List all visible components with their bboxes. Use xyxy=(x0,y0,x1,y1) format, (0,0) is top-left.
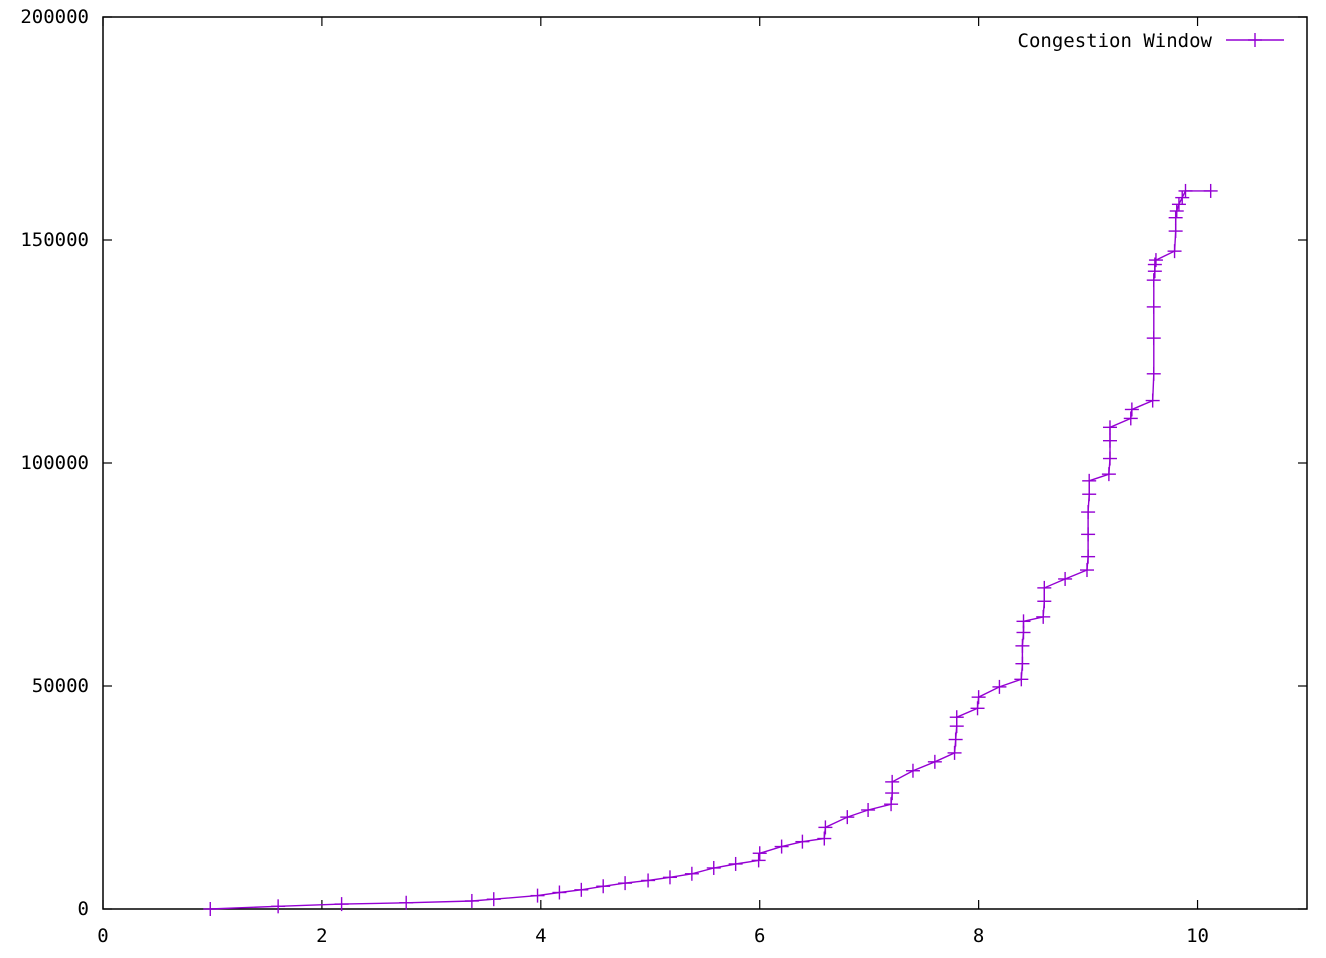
data-point xyxy=(774,839,789,854)
data-point xyxy=(1015,638,1030,653)
data-point xyxy=(752,846,767,861)
data-point xyxy=(1058,571,1073,586)
data-point xyxy=(1015,656,1030,671)
data-point xyxy=(1082,487,1097,502)
data-point xyxy=(662,870,677,885)
data-point xyxy=(971,690,986,705)
data-point xyxy=(970,701,985,716)
data-point xyxy=(1102,433,1117,448)
data-point xyxy=(1123,411,1138,426)
legend-label-congestion-window: Congestion Window xyxy=(1018,30,1213,52)
data-point xyxy=(948,732,963,747)
data-point xyxy=(1016,614,1031,629)
data-point xyxy=(596,879,611,894)
x-tick-label-3: 6 xyxy=(754,925,765,947)
data-point xyxy=(641,873,656,888)
data-point xyxy=(817,831,832,846)
data-point xyxy=(1175,190,1190,205)
y-axis: 0 50000 100000 150000 200000 xyxy=(20,6,1307,920)
data-point xyxy=(885,774,900,789)
data-point xyxy=(1168,210,1183,225)
y-tick-label-1: 50000 xyxy=(32,675,89,697)
data-point xyxy=(947,745,962,760)
data-point xyxy=(1203,183,1218,198)
x-tick-label-1: 2 xyxy=(316,925,327,947)
data-point xyxy=(795,834,810,849)
data-point xyxy=(334,897,349,912)
data-point xyxy=(1036,609,1051,624)
y-tick-label-0: 0 xyxy=(78,898,89,920)
plot-frame xyxy=(102,16,1308,910)
data-point xyxy=(728,856,743,871)
data-point xyxy=(949,710,964,725)
data-point xyxy=(884,797,899,812)
data-point xyxy=(840,810,855,825)
data-point xyxy=(1145,393,1160,408)
data-point xyxy=(1014,672,1029,687)
data-point xyxy=(1037,580,1052,595)
x-tick-label-2: 4 xyxy=(535,925,546,947)
data-point xyxy=(1171,197,1186,212)
data-point xyxy=(1081,549,1096,564)
y-tick-label-3: 150000 xyxy=(20,229,89,251)
data-point xyxy=(1169,204,1184,219)
data-point xyxy=(574,882,589,897)
data-point xyxy=(618,876,633,891)
x-tick-label-5: 10 xyxy=(1186,925,1209,947)
data-point xyxy=(1178,183,1193,198)
legend-marker-congestion-window xyxy=(1248,33,1262,47)
data-point xyxy=(1102,451,1117,466)
y-tick-label-4: 200000 xyxy=(20,6,89,28)
data-point xyxy=(1146,366,1161,381)
x-tick-label-4: 8 xyxy=(973,925,984,947)
data-point xyxy=(1168,224,1183,239)
data-point xyxy=(1146,331,1161,346)
data-point xyxy=(1148,253,1163,268)
y-tick-label-2: 100000 xyxy=(20,452,89,474)
data-point xyxy=(530,888,545,903)
data-point xyxy=(1101,467,1116,482)
legend: Congestion Window xyxy=(1018,30,1284,52)
series-layer xyxy=(203,183,1218,916)
x-axis: 0 2 4 6 8 10 xyxy=(97,17,1209,947)
data-point xyxy=(751,853,766,868)
data-point xyxy=(464,893,479,908)
data-point xyxy=(1037,594,1052,609)
data-point xyxy=(1081,505,1096,520)
data-point xyxy=(706,860,721,875)
data-point xyxy=(992,679,1007,694)
data-point xyxy=(1102,420,1117,435)
data-point xyxy=(399,895,414,910)
data-point xyxy=(1146,299,1161,314)
data-point xyxy=(271,899,286,914)
data-point xyxy=(1146,273,1161,288)
data-point xyxy=(1167,244,1182,259)
x-tick-label-0: 0 xyxy=(97,925,108,947)
series-line-0 xyxy=(210,190,1211,910)
data-point xyxy=(905,763,920,778)
data-point xyxy=(927,754,942,769)
data-point xyxy=(818,820,833,835)
data-point xyxy=(203,902,218,916)
data-point xyxy=(684,866,699,881)
data-point xyxy=(1081,527,1096,542)
data-point xyxy=(1082,473,1097,488)
data-point xyxy=(486,892,501,907)
data-point xyxy=(1124,402,1139,417)
data-point xyxy=(1079,563,1094,578)
data-point xyxy=(552,885,567,900)
data-point xyxy=(861,802,876,817)
